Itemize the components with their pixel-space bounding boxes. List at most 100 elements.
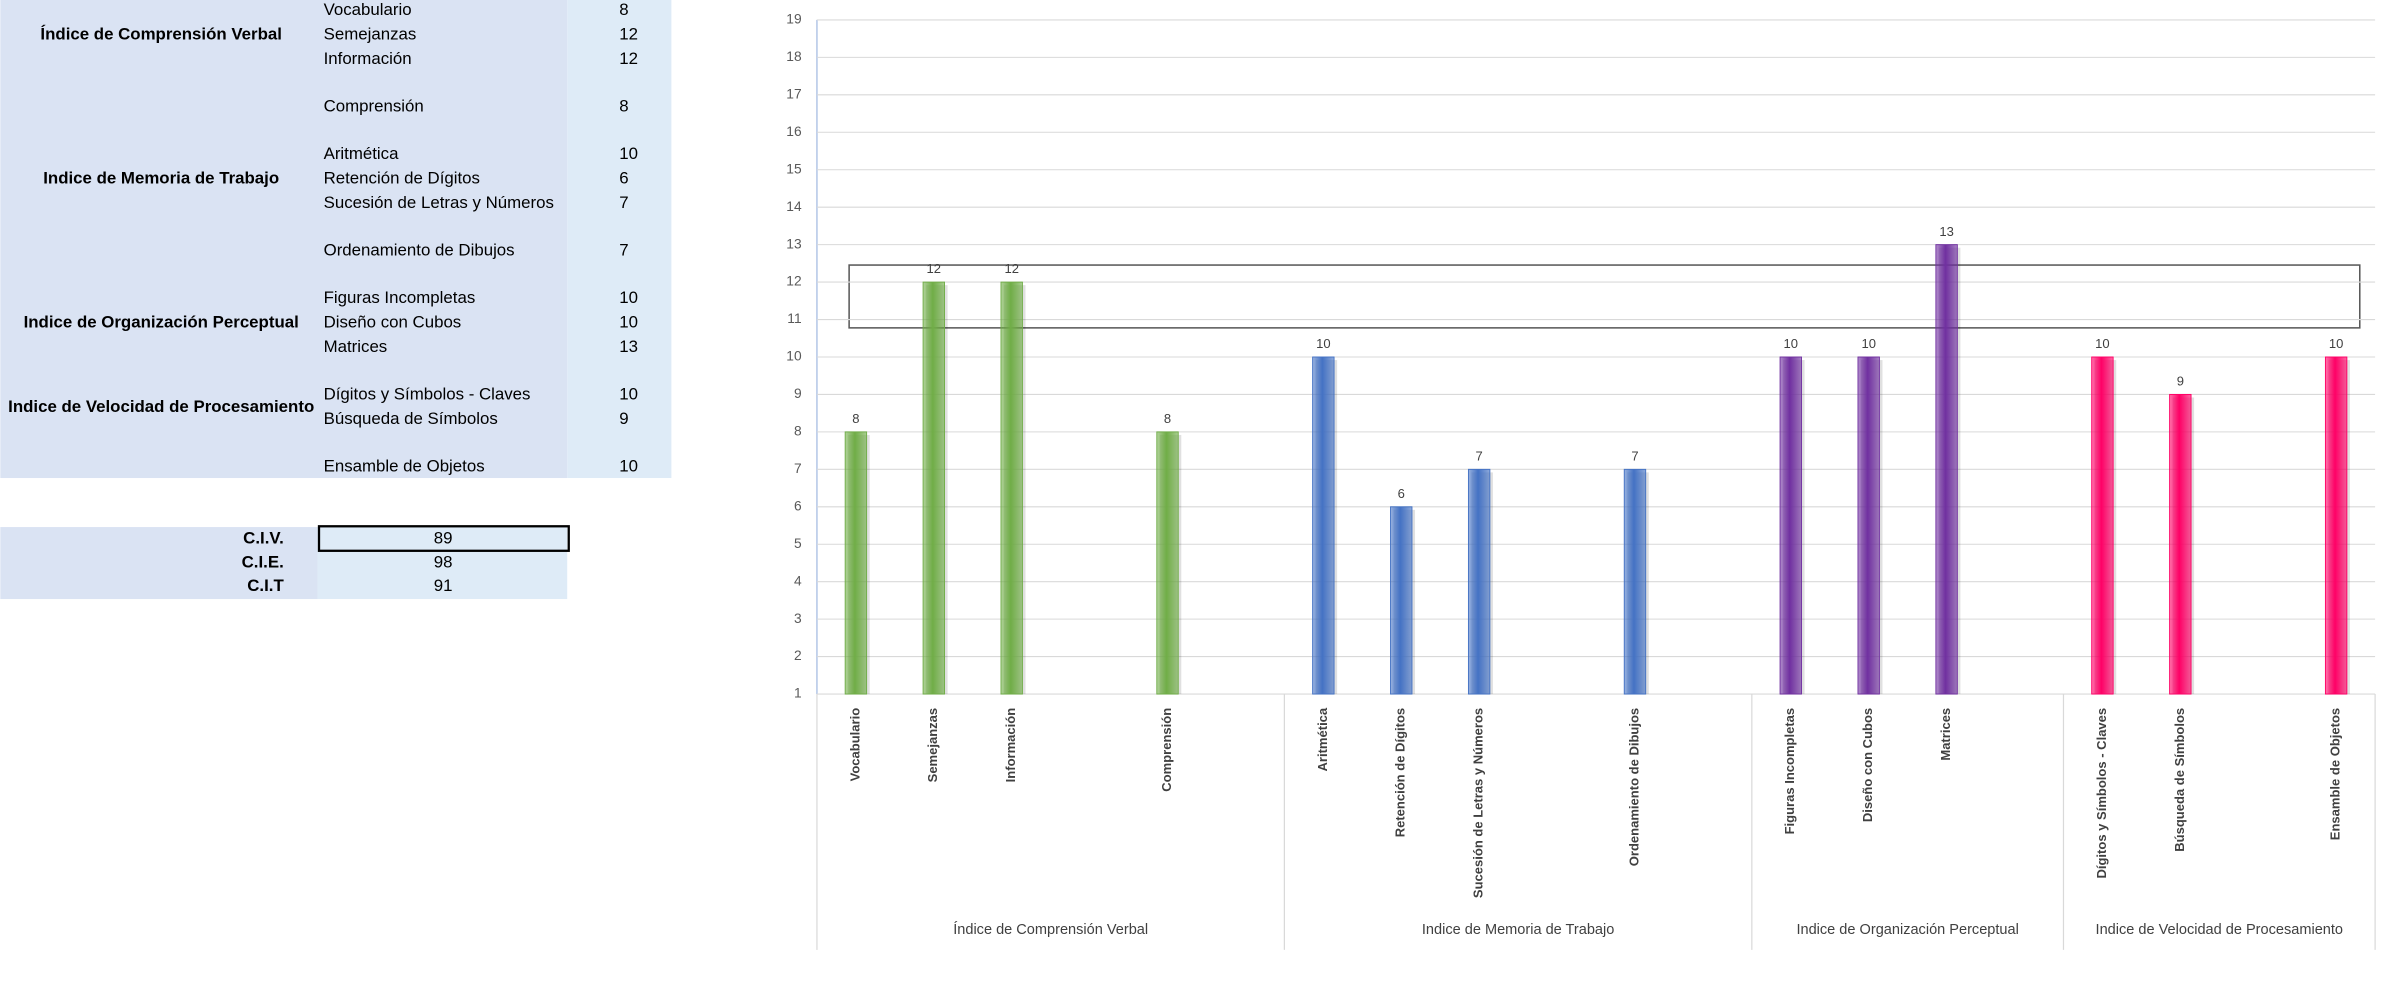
selected-cell[interactable] [317,525,570,552]
y-tick-label: 1 [794,686,802,701]
y-tick-label: 5 [794,536,802,551]
x-tick-label: Semejanzas [925,708,940,783]
value-label: 8 [1164,411,1171,426]
table-bg [0,0,568,479]
value-label: 12 [1004,261,1018,276]
value-label: 7 [1476,449,1483,464]
subtest-name: Aritmética [324,144,400,163]
summary-label-bg [0,527,318,600]
subtest-score: 8 [619,97,628,116]
bar [1156,431,1179,695]
y-tick-label: 16 [786,124,802,139]
y-tick-label: 19 [786,12,801,27]
subtest-score: 10 [619,457,638,476]
subtest-name: Diseño con Cubos [324,313,462,332]
y-tick-label: 11 [787,311,801,326]
subtest-score: 6 [619,169,628,188]
x-tick-label: Diseño con Cubos [1860,708,1875,822]
x-tick-label: Retención de Dígitos [1393,708,1408,837]
value-label: 10 [1784,336,1798,351]
bar [1390,506,1413,695]
y-tick-label: 12 [786,274,801,289]
bar [1000,281,1023,695]
y-tick-label: 8 [794,424,802,439]
x-tick-label: Comprensión [1159,708,1174,792]
bar [844,431,868,695]
y-tick-label: 14 [786,199,802,214]
summary-value-bg [317,527,568,600]
x-tick-label: Búsqueda de Símbolos [2172,708,2187,852]
y-tick-label: 13 [786,236,802,251]
bar [922,281,945,695]
subtest-name: Figuras Incompletas [324,288,476,307]
subtest-name: Ensamble de Objetos [324,457,485,476]
summary-label: C.I.T [247,576,284,595]
index-label: Indice de Memoria de Trabajo [43,169,279,188]
x-tick-label: Matrices [1938,708,1953,761]
subtest-score: 9 [619,409,628,428]
bar [2324,356,2348,695]
subtest-name: Comprensión [324,97,424,116]
bar [2091,356,2114,695]
y-tick-label: 15 [786,161,802,176]
group-label: Indice de Organización Perceptual [1796,922,2018,938]
subtest-score: 13 [619,337,638,356]
value-label: 10 [1861,336,1875,351]
summary-value: 91 [434,576,453,595]
group-label: Índice de Comprensión Verbal [953,921,1148,938]
bar [1623,468,1647,695]
bar [1779,356,1802,695]
subtest-score: 10 [619,144,638,163]
subtest-score: 12 [619,49,638,68]
y-tick-label: 6 [794,498,802,513]
subtest-score: 12 [619,25,638,44]
bar [1857,356,1880,695]
subtest-name: Matrices [324,337,388,356]
group-label: Indice de Memoria de Trabajo [1422,922,1614,938]
summary-value: 98 [434,553,453,572]
bar [1935,244,1958,695]
y-tick-label: 2 [794,648,802,663]
value-label: 7 [1631,449,1638,464]
subtest-name: Dígitos y Símbolos - Claves [324,385,531,404]
value-label: 13 [1939,224,1953,239]
subtest-score: 10 [619,313,638,332]
bar [1467,468,1491,695]
subtest-name: Retención de Dígitos [324,169,480,188]
bar [2169,393,2192,695]
subtest-score: 8 [619,0,628,19]
score-column-bg [567,0,672,479]
y-tick-label: 10 [786,349,802,364]
value-label: 8 [852,411,859,426]
subtest-name: Ordenamiento de Dibujos [324,241,515,260]
subtest-name: Información [324,49,412,68]
value-label: 6 [1398,486,1405,501]
summary-label: C.I.E. [242,553,284,572]
subtest-score: 10 [619,385,638,404]
x-tick-label: Aritmética [1315,707,1330,771]
subtest-name: Sucesión de Letras y Números [324,193,554,212]
range-box [848,264,2361,329]
index-label: Indice de Organización Perceptual [24,313,299,332]
y-tick-label: 18 [786,49,802,64]
x-tick-label: Información [1003,708,1018,783]
x-tick-label: Sucesión de Letras y Números [1471,708,1486,898]
subtest-score: 10 [619,288,638,307]
value-label: 9 [2177,374,2184,389]
summary-value: 89 [434,529,453,548]
value-label: 10 [2095,336,2109,351]
index-label: Índice de Comprensión Verbal [40,25,282,44]
x-tick-label: Dígitos y Símbolos - Claves [2094,708,2109,879]
y-tick-label: 7 [794,461,802,476]
x-tick-label: Ordenamiento de Dibujos [1626,708,1641,866]
bar [1312,356,1335,695]
subtest-name: Búsqueda de Símbolos [324,409,498,428]
group-label: Indice de Velocidad de Procesamiento [2096,922,2343,938]
x-tick-label: Figuras Incompletas [1782,708,1797,835]
value-label: 12 [927,261,941,276]
x-tick-label: Ensamble de Objetos [2328,708,2343,840]
x-tick-label: Vocabulario [847,708,862,782]
subtest-score: 7 [619,241,628,260]
